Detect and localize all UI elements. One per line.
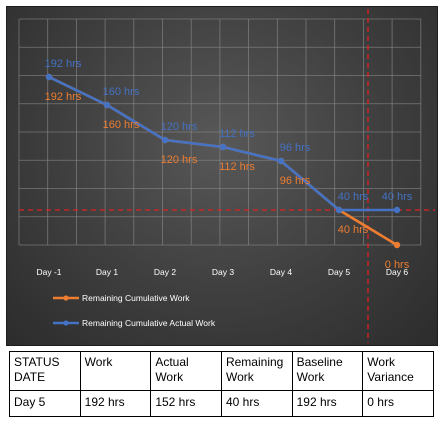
data-label-remaining-work: 120 hrs	[161, 154, 198, 166]
data-label-actual-work: 120 hrs	[161, 121, 198, 133]
data-label-actual-work: 96 hrs	[280, 142, 311, 154]
data-label-actual-work: 40 hrs	[382, 191, 413, 203]
header-status-date: STATUS DATE	[9, 351, 81, 391]
data-label-actual-work: 192 hrs	[45, 58, 82, 70]
header-actual-work: Actual Work	[150, 351, 222, 391]
header-work: Work	[79, 351, 152, 391]
table-row: Day 5 192 hrs 152 hrs 40 hrs 192 hrs 0 h…	[9, 390, 434, 417]
data-point-actual-work	[335, 206, 343, 214]
status-table-header-row: STATUS DATE Work Actual Work Remaining W…	[9, 351, 434, 391]
status-table: STATUS DATE Work Actual Work Remaining W…	[9, 351, 434, 417]
chart-panel: 192 hrs 160 hrs 120 hrs 112 hrs 96 hrs 40 hrs…	[6, 6, 438, 346]
cell-work: 192 hrs	[79, 390, 152, 417]
data-point-actual-work	[103, 101, 111, 109]
cell-baseline-work: 192 hrs	[291, 390, 364, 417]
x-tick-label: Day 1	[96, 267, 118, 277]
data-label-remaining-work: 40 hrs	[338, 224, 369, 236]
data-label-remaining-work: 112 hrs	[219, 161, 255, 173]
x-tick-label: Day 3	[212, 267, 234, 277]
data-label-remaining-work: 160 hrs	[103, 119, 140, 131]
cell-status-date: Day 5	[9, 390, 81, 417]
data-label-remaining-work: 96 hrs	[280, 175, 311, 187]
x-tick-label: Day -1	[36, 267, 61, 277]
data-label-actual-work: 40 hrs	[338, 191, 369, 203]
header-baseline-work: Baseline Work	[291, 351, 364, 391]
data-point-remaining-work	[393, 241, 401, 249]
header-work-variance: Work Variance	[362, 351, 434, 391]
cell-actual-work: 152 hrs	[150, 390, 222, 417]
legend-label-remaining-work: Remaining Cumulative Work	[82, 293, 190, 303]
x-tick-label: Day 5	[328, 267, 350, 277]
cell-remaining-work: 40 hrs	[220, 390, 293, 417]
burndown-chart: 192 hrs 160 hrs 120 hrs 112 hrs 96 hrs 40 hrs…	[18, 9, 435, 343]
data-label-remaining-work: 192 hrs	[45, 91, 82, 103]
data-label-actual-work: 112 hrs	[219, 128, 255, 140]
data-point-actual-work	[393, 206, 401, 214]
x-tick-label: Day 4	[270, 267, 292, 277]
legend-marker-actual-work	[63, 320, 69, 326]
cell-work-variance: 0 hrs	[362, 390, 434, 417]
legend-marker-remaining-work	[63, 295, 69, 301]
header-remaining-work: Remaining Work	[220, 351, 293, 391]
legend-label-actual-work: Remaining Cumulative Actual Work	[82, 318, 216, 328]
data-point-actual-work	[277, 157, 285, 165]
data-label-actual-work: 160 hrs	[103, 86, 140, 98]
data-point-actual-work	[161, 136, 169, 144]
x-tick-label: Day 2	[154, 267, 176, 277]
x-tick-label: Day 6	[386, 267, 408, 277]
data-label-remaining-work: 0 hrs	[385, 259, 410, 271]
data-point-actual-work	[219, 143, 227, 151]
data-point-actual-work	[45, 73, 53, 81]
